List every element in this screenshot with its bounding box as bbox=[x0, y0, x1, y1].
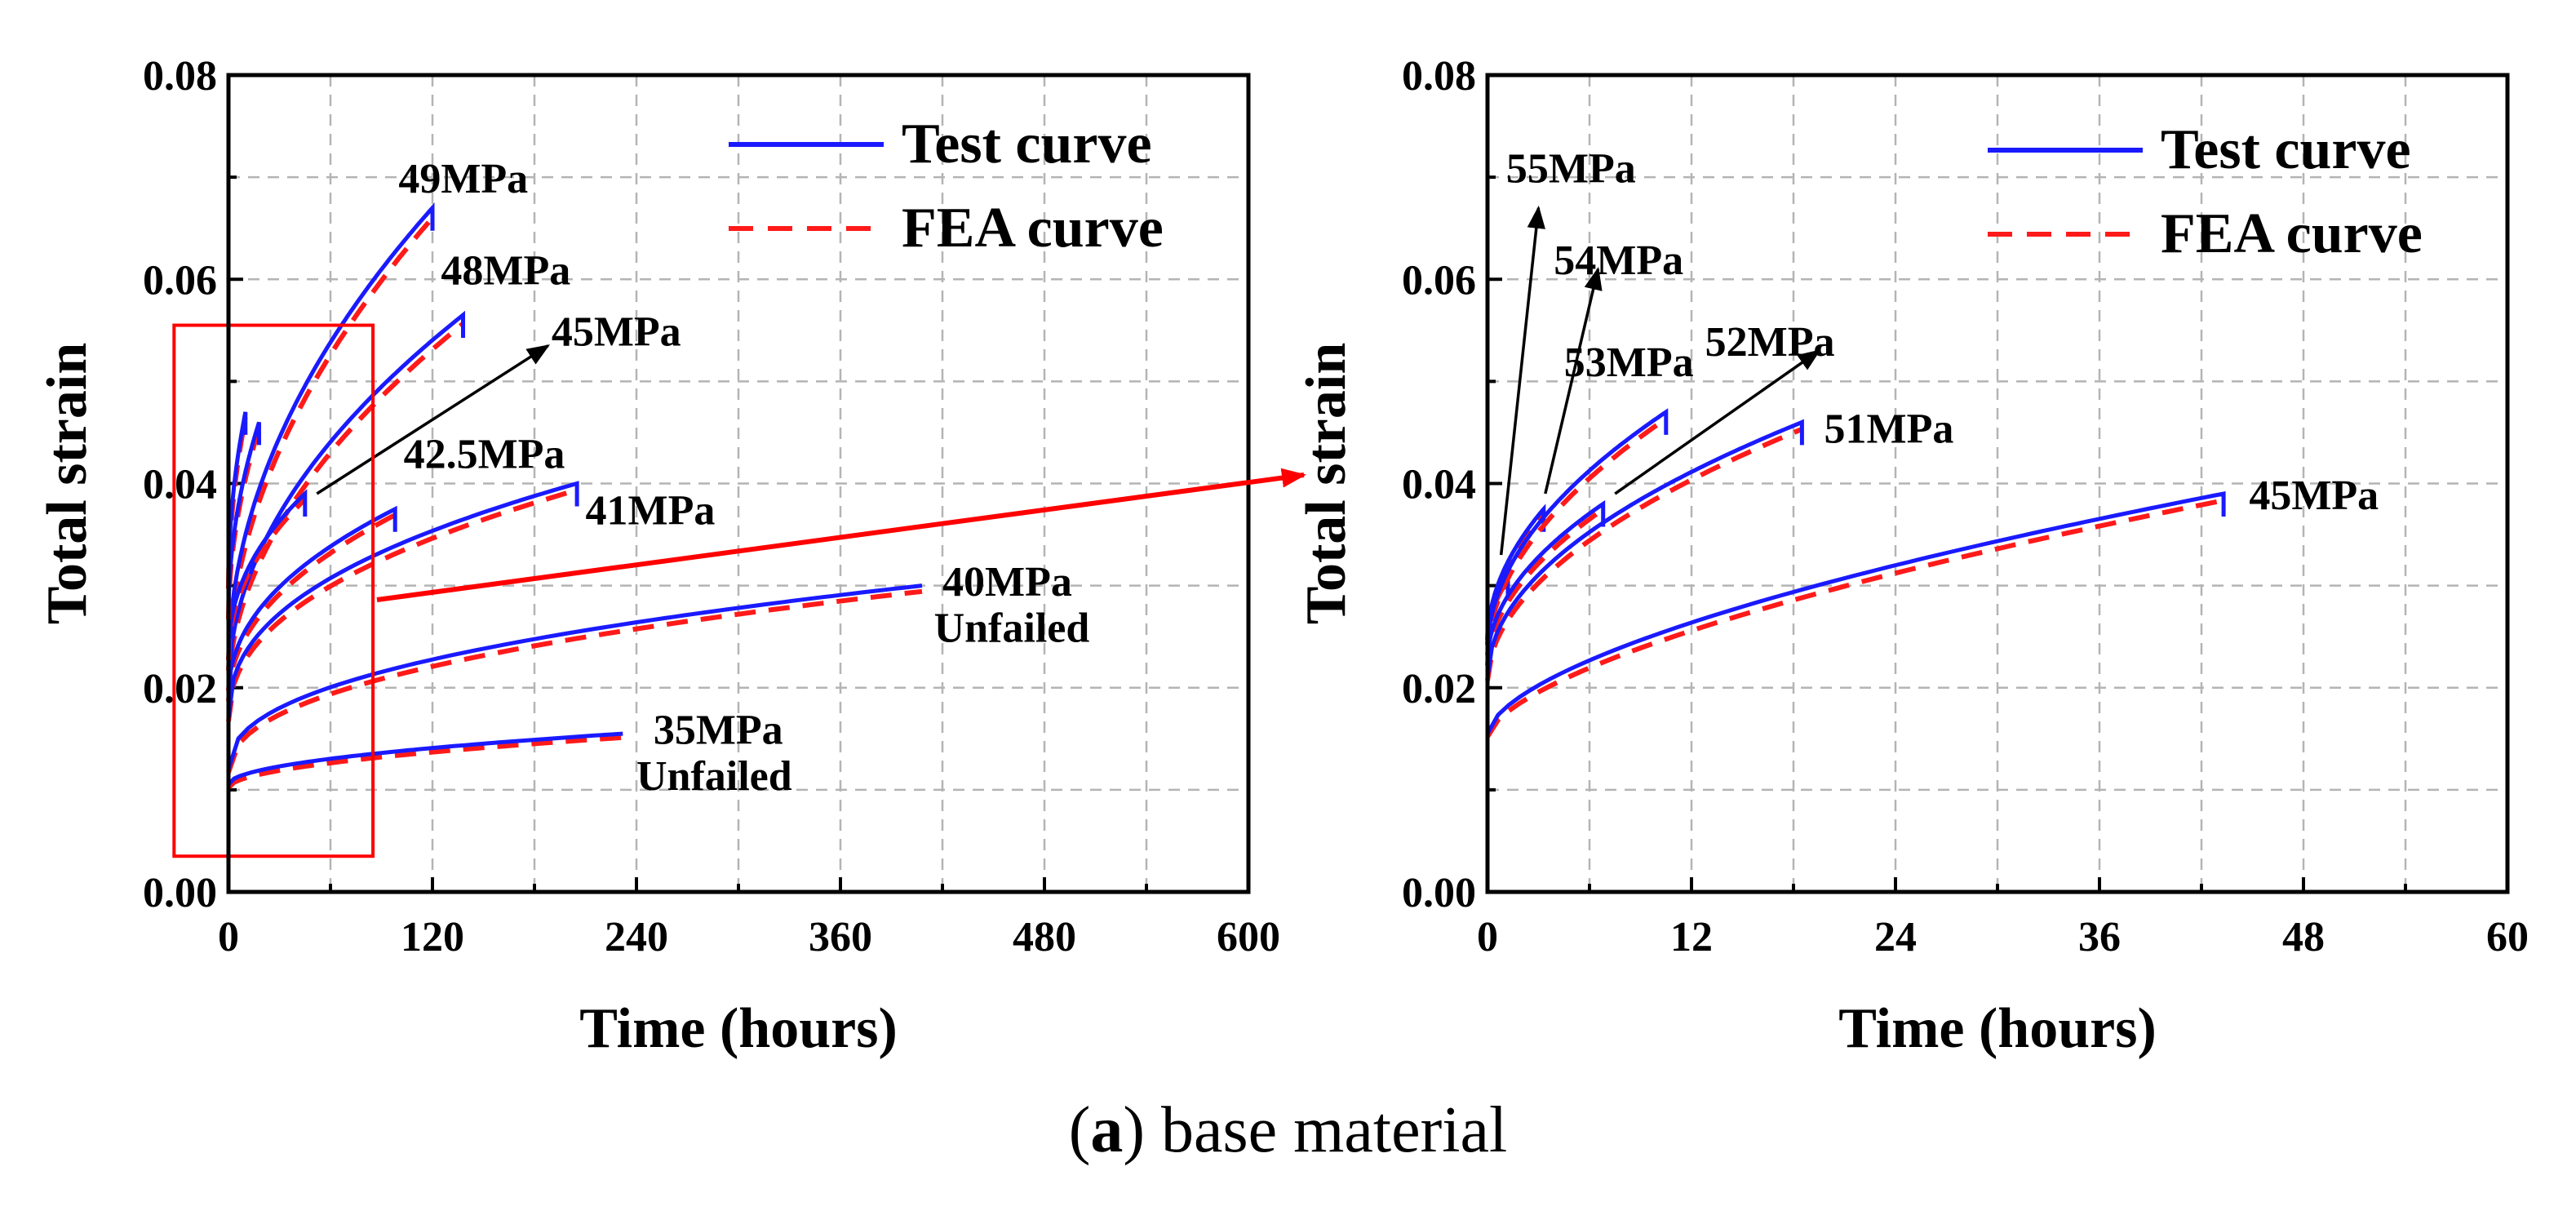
x-tick-label: 360 bbox=[809, 914, 872, 960]
curve-label: 54MPa bbox=[1554, 237, 1683, 284]
fea-curve bbox=[1485, 498, 2224, 739]
curve-label: 41MPa bbox=[586, 488, 716, 535]
y-tick-label: 0.04 bbox=[1402, 462, 1476, 508]
test-curve bbox=[226, 481, 579, 719]
x-axis-label: Time (hours) bbox=[1838, 997, 2157, 1060]
x-tick-label: 480 bbox=[1013, 914, 1076, 960]
legend-test-label: Test curve bbox=[2161, 118, 2411, 181]
test-curve bbox=[1485, 499, 1606, 663]
y-tick-label: 0.00 bbox=[143, 870, 217, 916]
test-curve bbox=[226, 411, 248, 586]
test-curve bbox=[1485, 503, 1546, 642]
x-tick-label: 12 bbox=[1670, 914, 1713, 960]
x-tick-label: 0 bbox=[1477, 914, 1498, 960]
caption-letter: a bbox=[1090, 1094, 1124, 1166]
test-curve bbox=[1485, 490, 2226, 735]
legend-test-label: Test curve bbox=[902, 113, 1152, 175]
x-tick-label: 60 bbox=[2486, 914, 2529, 960]
label-arrow bbox=[316, 344, 551, 495]
fea-curve bbox=[226, 322, 465, 691]
test-curve bbox=[226, 489, 308, 658]
caption-text: base material bbox=[1161, 1094, 1508, 1166]
x-tick-label: 48 bbox=[2282, 914, 2325, 960]
fea-curve bbox=[226, 734, 623, 790]
fea-curve bbox=[1485, 507, 1605, 666]
curve-label: Unfailed bbox=[636, 753, 792, 800]
curve-label: Unfailed bbox=[934, 605, 1090, 651]
fea-curve bbox=[226, 497, 307, 661]
curve-label: 48MPa bbox=[441, 248, 570, 295]
y-tick-label: 0.06 bbox=[1402, 257, 1476, 304]
test-curve bbox=[226, 583, 923, 770]
curve-label: 52MPa bbox=[1705, 319, 1835, 366]
left-chart: 0 120 240 360 480 600 0.00 0.02 0.04 0.06 0.08 Time… bbox=[36, 53, 1280, 1060]
test-curve bbox=[226, 505, 397, 699]
fea-curve bbox=[226, 512, 397, 702]
legend-fea-label: FEA curve bbox=[902, 197, 1164, 260]
fea-curve bbox=[1485, 416, 1668, 655]
plot-frame bbox=[1485, 73, 2510, 894]
zoom-callout-arrow bbox=[376, 468, 1306, 602]
curve-label: 53MPa bbox=[1564, 339, 1694, 386]
test-curve bbox=[226, 310, 465, 688]
test-curve bbox=[227, 731, 623, 787]
y-tick-label: 0.02 bbox=[143, 666, 217, 712]
curve-label: 55MPa bbox=[1506, 145, 1636, 192]
x-tick-label: 600 bbox=[1217, 914, 1280, 960]
curve-label: 40MPa bbox=[942, 559, 1072, 606]
test-curve bbox=[226, 421, 261, 617]
curve-label: 45MPa bbox=[2249, 472, 2379, 519]
y-tick-label: 0.08 bbox=[1402, 53, 1476, 100]
curve-label: 35MPa bbox=[654, 708, 783, 754]
y-tick-label: 0.02 bbox=[1402, 666, 1476, 712]
right-chart: 0 12 24 36 48 60 0.00 0.02 0.04 0.06 0.08 Time (hou… bbox=[1295, 53, 2529, 1060]
zoom-box bbox=[172, 323, 375, 858]
curve-label: 42.5MPa bbox=[404, 432, 565, 478]
label-arrow bbox=[1544, 267, 1603, 495]
x-tick-label: 120 bbox=[401, 914, 464, 960]
curve-label: 45MPa bbox=[552, 309, 681, 356]
test-curve bbox=[1485, 408, 1669, 653]
fea-curve bbox=[226, 588, 923, 774]
y-tick-label: 0.08 bbox=[143, 53, 217, 100]
curve-label: 51MPa bbox=[1824, 406, 1954, 452]
test-curve bbox=[226, 202, 435, 668]
fea-curve bbox=[1485, 427, 1803, 681]
x-tick-label: 0 bbox=[218, 914, 239, 960]
y-axis-label: Total strain bbox=[36, 343, 99, 625]
legend-fea-label: FEA curve bbox=[2161, 202, 2423, 265]
x-axis-label: Time (hours) bbox=[579, 997, 898, 1060]
x-tick-label: 24 bbox=[1874, 914, 1917, 960]
y-tick-label: 0.00 bbox=[1402, 870, 1476, 916]
y-tick-label: 0.06 bbox=[143, 257, 217, 304]
fea-curve bbox=[226, 487, 578, 722]
label-arrow bbox=[1614, 349, 1821, 495]
x-tick-label: 36 bbox=[2078, 914, 2121, 960]
x-tick-label: 240 bbox=[605, 914, 668, 960]
test-curve bbox=[1485, 419, 1804, 678]
figure-caption: (a) base material bbox=[1068, 1094, 1508, 1166]
label-arrow bbox=[1499, 205, 1545, 556]
curve-label: 49MPa bbox=[398, 156, 528, 202]
fea-curve bbox=[226, 215, 435, 671]
y-tick-label: 0.04 bbox=[143, 462, 217, 508]
y-axis-label: Total strain bbox=[1295, 343, 1358, 625]
